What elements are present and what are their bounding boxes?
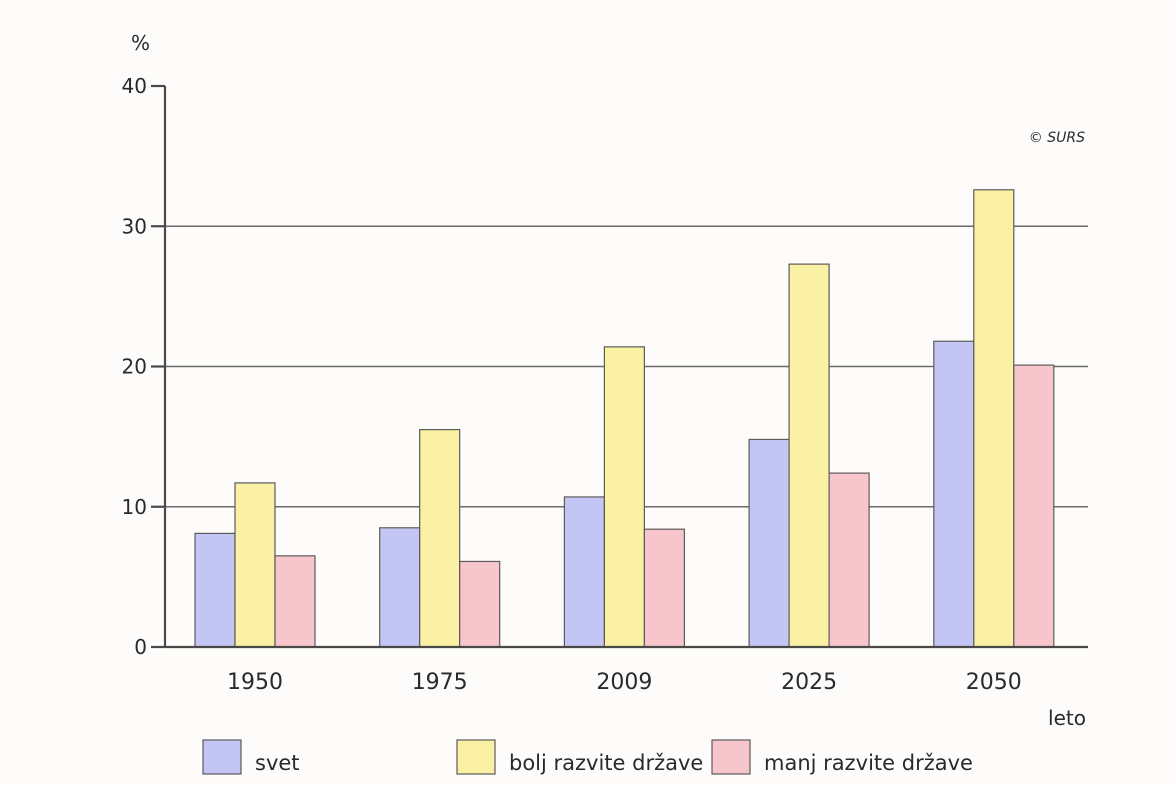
bar-2009-1	[603, 346, 646, 648]
bar-1950-1	[234, 482, 276, 648]
x-tick-labels: 1950 1975 2009 2025 2050	[227, 670, 1022, 695]
legend-swatch-1	[456, 739, 496, 775]
bar-1950-0	[194, 532, 236, 648]
x-tick-label: 2009	[596, 670, 652, 695]
y-tick-label: 0	[134, 635, 147, 659]
y-tick-labels: 0 10 20 30 40	[122, 74, 147, 659]
bar-1975-1	[419, 429, 461, 648]
bar-1950-2	[274, 555, 316, 648]
x-tick-label: 2025	[781, 670, 837, 695]
bar-2025-0	[748, 438, 790, 648]
bar-2050-0	[933, 340, 975, 648]
x-tick-label: 2050	[966, 670, 1022, 695]
y-tick-label: 20	[122, 355, 147, 379]
legend-swatch-2	[711, 739, 751, 775]
y-tick-label: 10	[122, 495, 147, 519]
legend-swatch-0	[202, 739, 242, 775]
source-label: © SURS	[1029, 130, 1085, 146]
bar-2009-2	[643, 528, 686, 648]
bar-2025-2	[828, 472, 870, 648]
bars	[194, 189, 1055, 648]
x-tick-label: 1975	[412, 670, 468, 695]
legend: svet bolj razvite države manj razvite drža…	[202, 739, 973, 775]
x-tick-label: 1950	[227, 670, 283, 695]
bar-1975-0	[379, 527, 421, 648]
y-axis-label: %	[131, 31, 150, 55]
x-axis-label: leto	[1048, 706, 1086, 730]
y-tick-label: 40	[122, 74, 147, 98]
y-tick-label: 30	[122, 214, 147, 238]
bar-2025-1	[788, 263, 830, 648]
bar-2009-0	[563, 496, 606, 648]
legend-label: svet	[255, 751, 300, 775]
axes	[151, 84, 1088, 649]
legend-label: bolj razvite države	[509, 751, 703, 775]
bar-2050-1	[973, 189, 1015, 648]
bar-2050-2	[1013, 364, 1055, 648]
legend-label: manj razvite države	[764, 751, 973, 775]
bar-1975-2	[459, 560, 501, 648]
